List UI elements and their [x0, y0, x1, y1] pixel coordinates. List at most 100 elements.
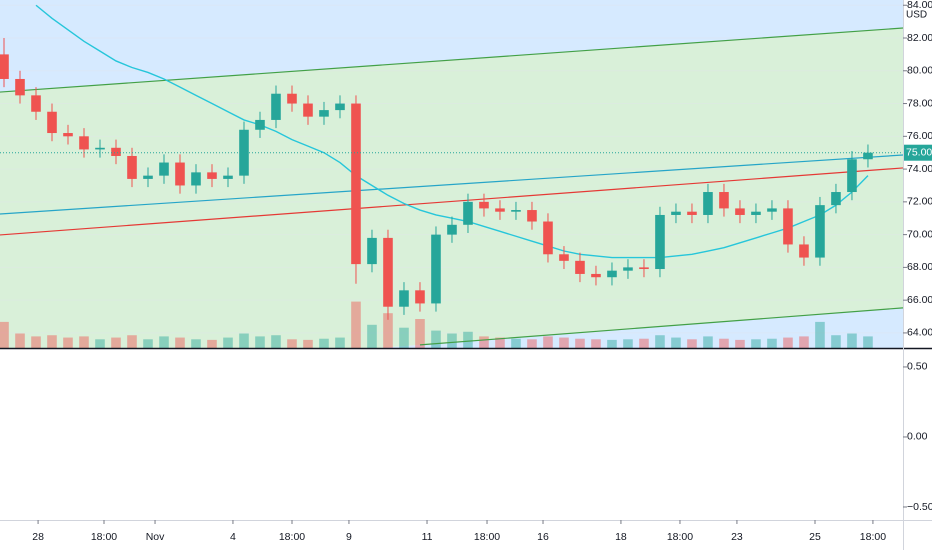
- volume-bar: [447, 333, 457, 348]
- candle-body: [175, 162, 185, 186]
- candle-body: [543, 221, 553, 255]
- y-tick-label: 66.00: [907, 294, 932, 306]
- volume-bar: [255, 336, 265, 348]
- candle-body: [575, 260, 585, 274]
- volume-bar: [431, 330, 441, 348]
- x-tick-label: 18:00: [474, 531, 500, 543]
- x-tick-label: 18:00: [279, 531, 305, 543]
- candle-body: [223, 175, 233, 179]
- candle-body: [335, 103, 345, 111]
- volume-bar: [287, 339, 297, 348]
- y-tick-label: 74.00: [907, 163, 932, 175]
- volume-bar: [623, 339, 633, 348]
- y-tick-label: 70.00: [907, 228, 932, 240]
- volume-bar: [351, 301, 361, 348]
- volume-bar: [639, 338, 649, 348]
- candle-body: [623, 267, 633, 271]
- y-tick-label: 82.00: [907, 32, 932, 44]
- volume-bar: [479, 336, 489, 348]
- volume-bar: [415, 319, 425, 348]
- volume-bar: [463, 331, 473, 348]
- volume-bar: [367, 324, 377, 348]
- volume-bar: [47, 335, 57, 348]
- candle-body: [607, 270, 617, 278]
- volume-bar: [495, 337, 505, 348]
- candle-body: [735, 208, 745, 215]
- volume-bar: [719, 338, 729, 348]
- candle-body: [783, 208, 793, 245]
- candle-body: [815, 205, 825, 258]
- volume-bar: [799, 336, 809, 348]
- volume-bar: [383, 313, 393, 348]
- candle-body: [15, 78, 25, 96]
- candle-body: [47, 111, 57, 134]
- volume-bar: [559, 337, 569, 348]
- volume-bar: [223, 337, 233, 348]
- candle-body: [799, 244, 809, 258]
- candle-body: [399, 290, 409, 307]
- candle-body: [767, 208, 777, 212]
- volume-bar: [335, 337, 345, 348]
- currency-label: USD: [906, 10, 927, 21]
- candle-body: [495, 208, 505, 212]
- x-tick-label: 11: [422, 531, 433, 543]
- x-tick-label: 18:00: [860, 531, 886, 543]
- price-label: 75.00: [906, 146, 932, 158]
- volume-bar: [751, 339, 761, 348]
- candle-body: [703, 192, 713, 215]
- price-label-box: [904, 144, 932, 161]
- volume-bar: [111, 337, 121, 348]
- lower-y-tick-label: 0.50: [907, 361, 928, 373]
- volume-bar: [575, 338, 585, 348]
- volume-bar: [207, 339, 217, 348]
- y-tick-label: 68.00: [907, 261, 932, 273]
- volume-bar: [735, 339, 745, 348]
- candle-body: [831, 192, 841, 206]
- x-tick-label: 18:00: [91, 531, 117, 543]
- candle-body: [79, 136, 89, 150]
- y-tick-label: 84.00: [907, 0, 932, 11]
- candle-body: [415, 290, 425, 304]
- candle-body: [127, 155, 137, 179]
- volume-bar: [671, 337, 681, 348]
- y-tick-label: 80.00: [907, 65, 932, 77]
- x-tick-label: Nov: [146, 531, 165, 543]
- volume-bar: [847, 333, 857, 348]
- candle-body: [63, 133, 73, 137]
- volume-bar: [143, 339, 153, 348]
- candle-body: [447, 224, 457, 235]
- candle-body: [191, 172, 201, 186]
- candle-body: [847, 159, 857, 193]
- volume-bar: [159, 336, 169, 348]
- volume-bar: [303, 339, 313, 348]
- candle-body: [95, 147, 105, 150]
- volume-bar: [271, 335, 281, 348]
- trend-line: [0, 167, 903, 236]
- candle-body: [655, 214, 665, 270]
- volume-bar: [767, 338, 777, 348]
- volume-bar: [655, 335, 665, 348]
- main-pane: [0, 4, 903, 348]
- candle-body: [143, 175, 153, 179]
- volume-bar: [239, 333, 249, 348]
- volume-bar: [783, 337, 793, 348]
- x-tick-label: 18: [615, 531, 627, 543]
- volume-bar: [191, 339, 201, 348]
- x-tick-label: 25: [809, 531, 821, 543]
- volume-bar: [399, 327, 409, 348]
- y-tick-label: 64.00: [907, 327, 932, 339]
- volume-bar: [127, 335, 137, 348]
- trend-line: [419, 307, 903, 346]
- candle-body: [463, 201, 473, 225]
- volume-bar: [527, 339, 537, 348]
- candle-body: [111, 147, 121, 156]
- candle-body: [751, 211, 761, 215]
- volume-bar: [511, 338, 521, 348]
- channel-fill-above: [0, 0, 903, 93]
- volume-bar: [543, 336, 553, 348]
- candle-body: [431, 234, 441, 304]
- candle-body: [527, 210, 537, 222]
- volume-bar: [863, 336, 873, 348]
- candle-body: [559, 254, 569, 261]
